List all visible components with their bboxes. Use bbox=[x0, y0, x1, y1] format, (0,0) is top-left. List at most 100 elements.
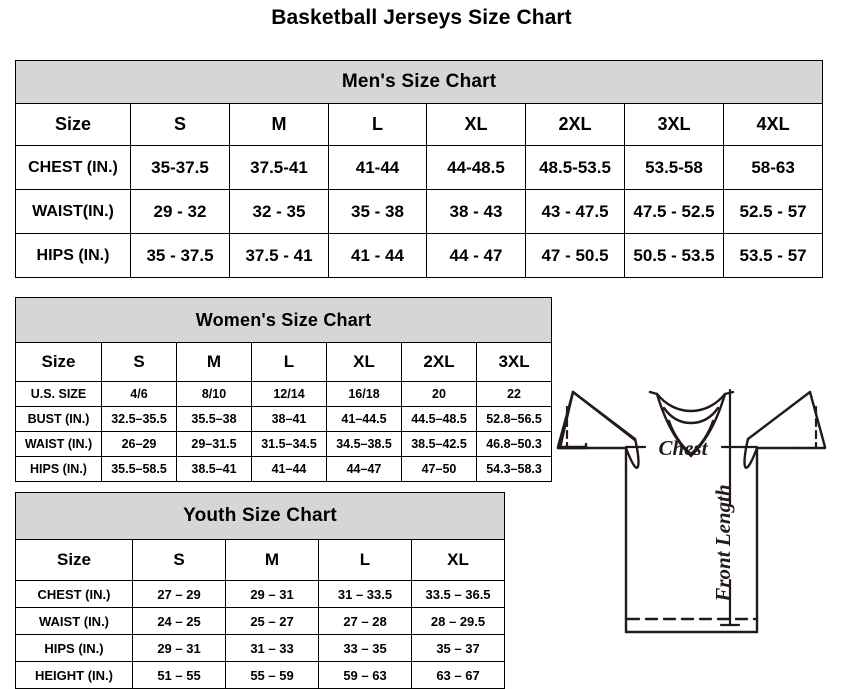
mens-row-label-waist: WAIST(IN.) bbox=[15, 189, 131, 234]
womens-row-label-waist: WAIST (IN.) bbox=[15, 431, 102, 457]
youth-chart-header-row: Size S M L XL bbox=[15, 539, 506, 581]
table-row: CHEST (IN.) 35-37.5 37.5-41 41-44 44-48.… bbox=[15, 145, 824, 190]
youth-cell-height-m: 55 – 59 bbox=[225, 661, 319, 689]
womens-cell-us-size-l: 12/14 bbox=[251, 381, 327, 407]
youth-row-label-hips: HIPS (IN.) bbox=[15, 634, 133, 662]
womens-col-header-xl: XL bbox=[326, 342, 402, 382]
youth-cell-hips-m: 31 – 33 bbox=[225, 634, 319, 662]
youth-cell-waist-s: 24 – 25 bbox=[132, 607, 226, 635]
table-row: U.S. SIZE 4/6 8/10 12/14 16/18 20 22 bbox=[15, 381, 553, 407]
womens-cell-waist-xl: 34.5–38.5 bbox=[326, 431, 402, 457]
womens-cell-us-size-3xl: 22 bbox=[475, 381, 553, 407]
table-row: WAIST (IN.) 26–29 29–31.5 31.5–34.5 34.5… bbox=[15, 431, 553, 457]
table-row: WAIST(IN.) 29 - 32 32 - 35 35 - 38 38 - … bbox=[15, 189, 824, 234]
mens-cell-waist-3xl: 47.5 - 52.5 bbox=[624, 189, 724, 234]
table-row: HIPS (IN.) 29 – 31 31 – 33 33 – 35 35 – … bbox=[15, 634, 506, 662]
womens-row-label-us-size: U.S. SIZE bbox=[15, 381, 102, 407]
mens-chart-caption: Men's Size Chart bbox=[14, 60, 824, 104]
table-row: WAIST (IN.) 24 – 25 25 – 27 27 – 28 28 –… bbox=[15, 607, 506, 635]
womens-chart-header-row: Size S M L XL 2XL 3XL bbox=[15, 342, 553, 382]
youth-row-label-chest: CHEST (IN.) bbox=[15, 580, 133, 608]
youth-row-label-waist: WAIST (IN.) bbox=[15, 607, 133, 635]
youth-cell-height-l: 59 – 63 bbox=[318, 661, 412, 689]
womens-cell-us-size-2xl: 20 bbox=[401, 381, 477, 407]
youth-cell-hips-s: 29 – 31 bbox=[132, 634, 226, 662]
youth-cell-chest-m: 29 – 31 bbox=[225, 580, 319, 608]
mens-cell-chest-s: 35-37.5 bbox=[130, 145, 230, 190]
mens-cell-hips-l: 41 - 44 bbox=[328, 233, 427, 278]
mens-col-header-size: Size bbox=[15, 103, 131, 146]
youth-col-header-xl: XL bbox=[410, 539, 506, 581]
mens-row-label-hips: HIPS (IN.) bbox=[15, 233, 131, 278]
mens-col-header-2xl: 2XL bbox=[525, 103, 625, 146]
womens-row-label-bust: BUST (IN.) bbox=[15, 406, 102, 432]
youth-cell-waist-xl: 28 – 29.5 bbox=[410, 607, 506, 635]
front-length-label: Front Length bbox=[711, 484, 735, 602]
womens-cell-waist-m: 29–31.5 bbox=[176, 431, 252, 457]
mens-cell-hips-xl: 44 - 47 bbox=[426, 233, 526, 278]
youth-chart-body: Youth Size Chart Size S M L XL CHEST (IN… bbox=[14, 492, 506, 689]
mens-cell-chest-2xl: 48.5-53.5 bbox=[525, 145, 625, 190]
womens-cell-hips-xl: 44–47 bbox=[326, 456, 402, 482]
mens-cell-chest-4xl: 58-63 bbox=[722, 145, 824, 190]
mens-cell-waist-s: 29 - 32 bbox=[130, 189, 230, 234]
womens-chart-caption-row: Women's Size Chart bbox=[14, 297, 553, 343]
womens-col-header-2xl: 2XL bbox=[401, 342, 477, 382]
mens-cell-waist-4xl: 52.5 - 57 bbox=[722, 189, 824, 234]
womens-cell-waist-s: 26–29 bbox=[101, 431, 177, 457]
table-row: BUST (IN.) 32.5–35.5 35.5–38 38–41 41–44… bbox=[15, 406, 553, 432]
youth-cell-hips-l: 33 – 35 bbox=[318, 634, 412, 662]
womens-cell-hips-s: 35.5–58.5 bbox=[101, 456, 177, 482]
mens-cell-chest-m: 37.5-41 bbox=[229, 145, 329, 190]
womens-cell-bust-xl: 41–44.5 bbox=[326, 406, 402, 432]
mens-cell-hips-3xl: 50.5 - 53.5 bbox=[624, 233, 724, 278]
youth-cell-height-xl: 63 – 67 bbox=[410, 661, 506, 689]
mens-col-header-xl: XL bbox=[426, 103, 526, 146]
table-row: HIPS (IN.) 35.5–58.5 38.5–41 41–44 44–47… bbox=[15, 456, 553, 482]
mens-cell-waist-2xl: 43 - 47.5 bbox=[525, 189, 625, 234]
womens-cell-waist-2xl: 38.5–42.5 bbox=[401, 431, 477, 457]
youth-col-header-size: Size bbox=[15, 539, 133, 581]
mens-col-header-l: L bbox=[328, 103, 427, 146]
youth-chart-caption-row: Youth Size Chart bbox=[14, 492, 506, 540]
mens-chart-header-row: Size S M L XL 2XL 3XL 4XL bbox=[15, 103, 824, 146]
womens-cell-hips-m: 38.5–41 bbox=[176, 456, 252, 482]
womens-cell-hips-2xl: 47–50 bbox=[401, 456, 477, 482]
mens-cell-chest-xl: 44-48.5 bbox=[426, 145, 526, 190]
mens-cell-hips-s: 35 - 37.5 bbox=[130, 233, 230, 278]
youth-col-header-s: S bbox=[132, 539, 226, 581]
mens-size-chart-table: Men's Size Chart Size S M L XL 2XL 3XL 4… bbox=[14, 60, 824, 278]
womens-cell-waist-l: 31.5–34.5 bbox=[251, 431, 327, 457]
mens-chart-body: Men's Size Chart Size S M L XL 2XL 3XL 4… bbox=[14, 60, 824, 278]
mens-cell-waist-m: 32 - 35 bbox=[229, 189, 329, 234]
mens-cell-chest-3xl: 53.5-58 bbox=[624, 145, 724, 190]
youth-cell-chest-s: 27 – 29 bbox=[132, 580, 226, 608]
neck-inner-v bbox=[667, 419, 715, 456]
jersey-measurement-diagram: Chest Front Length bbox=[540, 335, 843, 665]
youth-cell-hips-xl: 35 – 37 bbox=[410, 634, 506, 662]
neck-collar-top bbox=[655, 392, 727, 413]
womens-cell-us-size-s: 4/6 bbox=[101, 381, 177, 407]
youth-col-header-l: L bbox=[318, 539, 412, 581]
mens-row-label-chest: CHEST (IN.) bbox=[15, 145, 131, 190]
neck-outer bbox=[648, 390, 735, 458]
mens-cell-waist-l: 35 - 38 bbox=[328, 189, 427, 234]
youth-size-chart-table: Youth Size Chart Size S M L XL CHEST (IN… bbox=[14, 492, 506, 689]
mens-col-header-3xl: 3XL bbox=[624, 103, 724, 146]
youth-chart-caption: Youth Size Chart bbox=[14, 492, 506, 540]
womens-cell-bust-2xl: 44.5–48.5 bbox=[401, 406, 477, 432]
womens-cell-us-size-xl: 16/18 bbox=[326, 381, 402, 407]
mens-cell-hips-4xl: 53.5 - 57 bbox=[722, 233, 824, 278]
youth-cell-chest-l: 31 – 33.5 bbox=[318, 580, 412, 608]
womens-size-chart-table: Women's Size Chart Size S M L XL 2XL 3XL… bbox=[14, 297, 553, 482]
youth-row-label-height: HEIGHT (IN.) bbox=[15, 661, 133, 689]
youth-col-header-m: M bbox=[225, 539, 319, 581]
youth-cell-waist-l: 27 – 28 bbox=[318, 607, 412, 635]
mens-col-header-s: S bbox=[130, 103, 230, 146]
table-row: HEIGHT (IN.) 51 – 55 55 – 59 59 – 63 63 … bbox=[15, 661, 506, 689]
womens-cell-hips-l: 41–44 bbox=[251, 456, 327, 482]
mens-col-header-4xl: 4XL bbox=[722, 103, 824, 146]
mens-cell-hips-m: 37.5 - 41 bbox=[229, 233, 329, 278]
womens-cell-waist-3xl: 46.8–50.3 bbox=[475, 431, 553, 457]
womens-cell-bust-l: 38–41 bbox=[251, 406, 327, 432]
